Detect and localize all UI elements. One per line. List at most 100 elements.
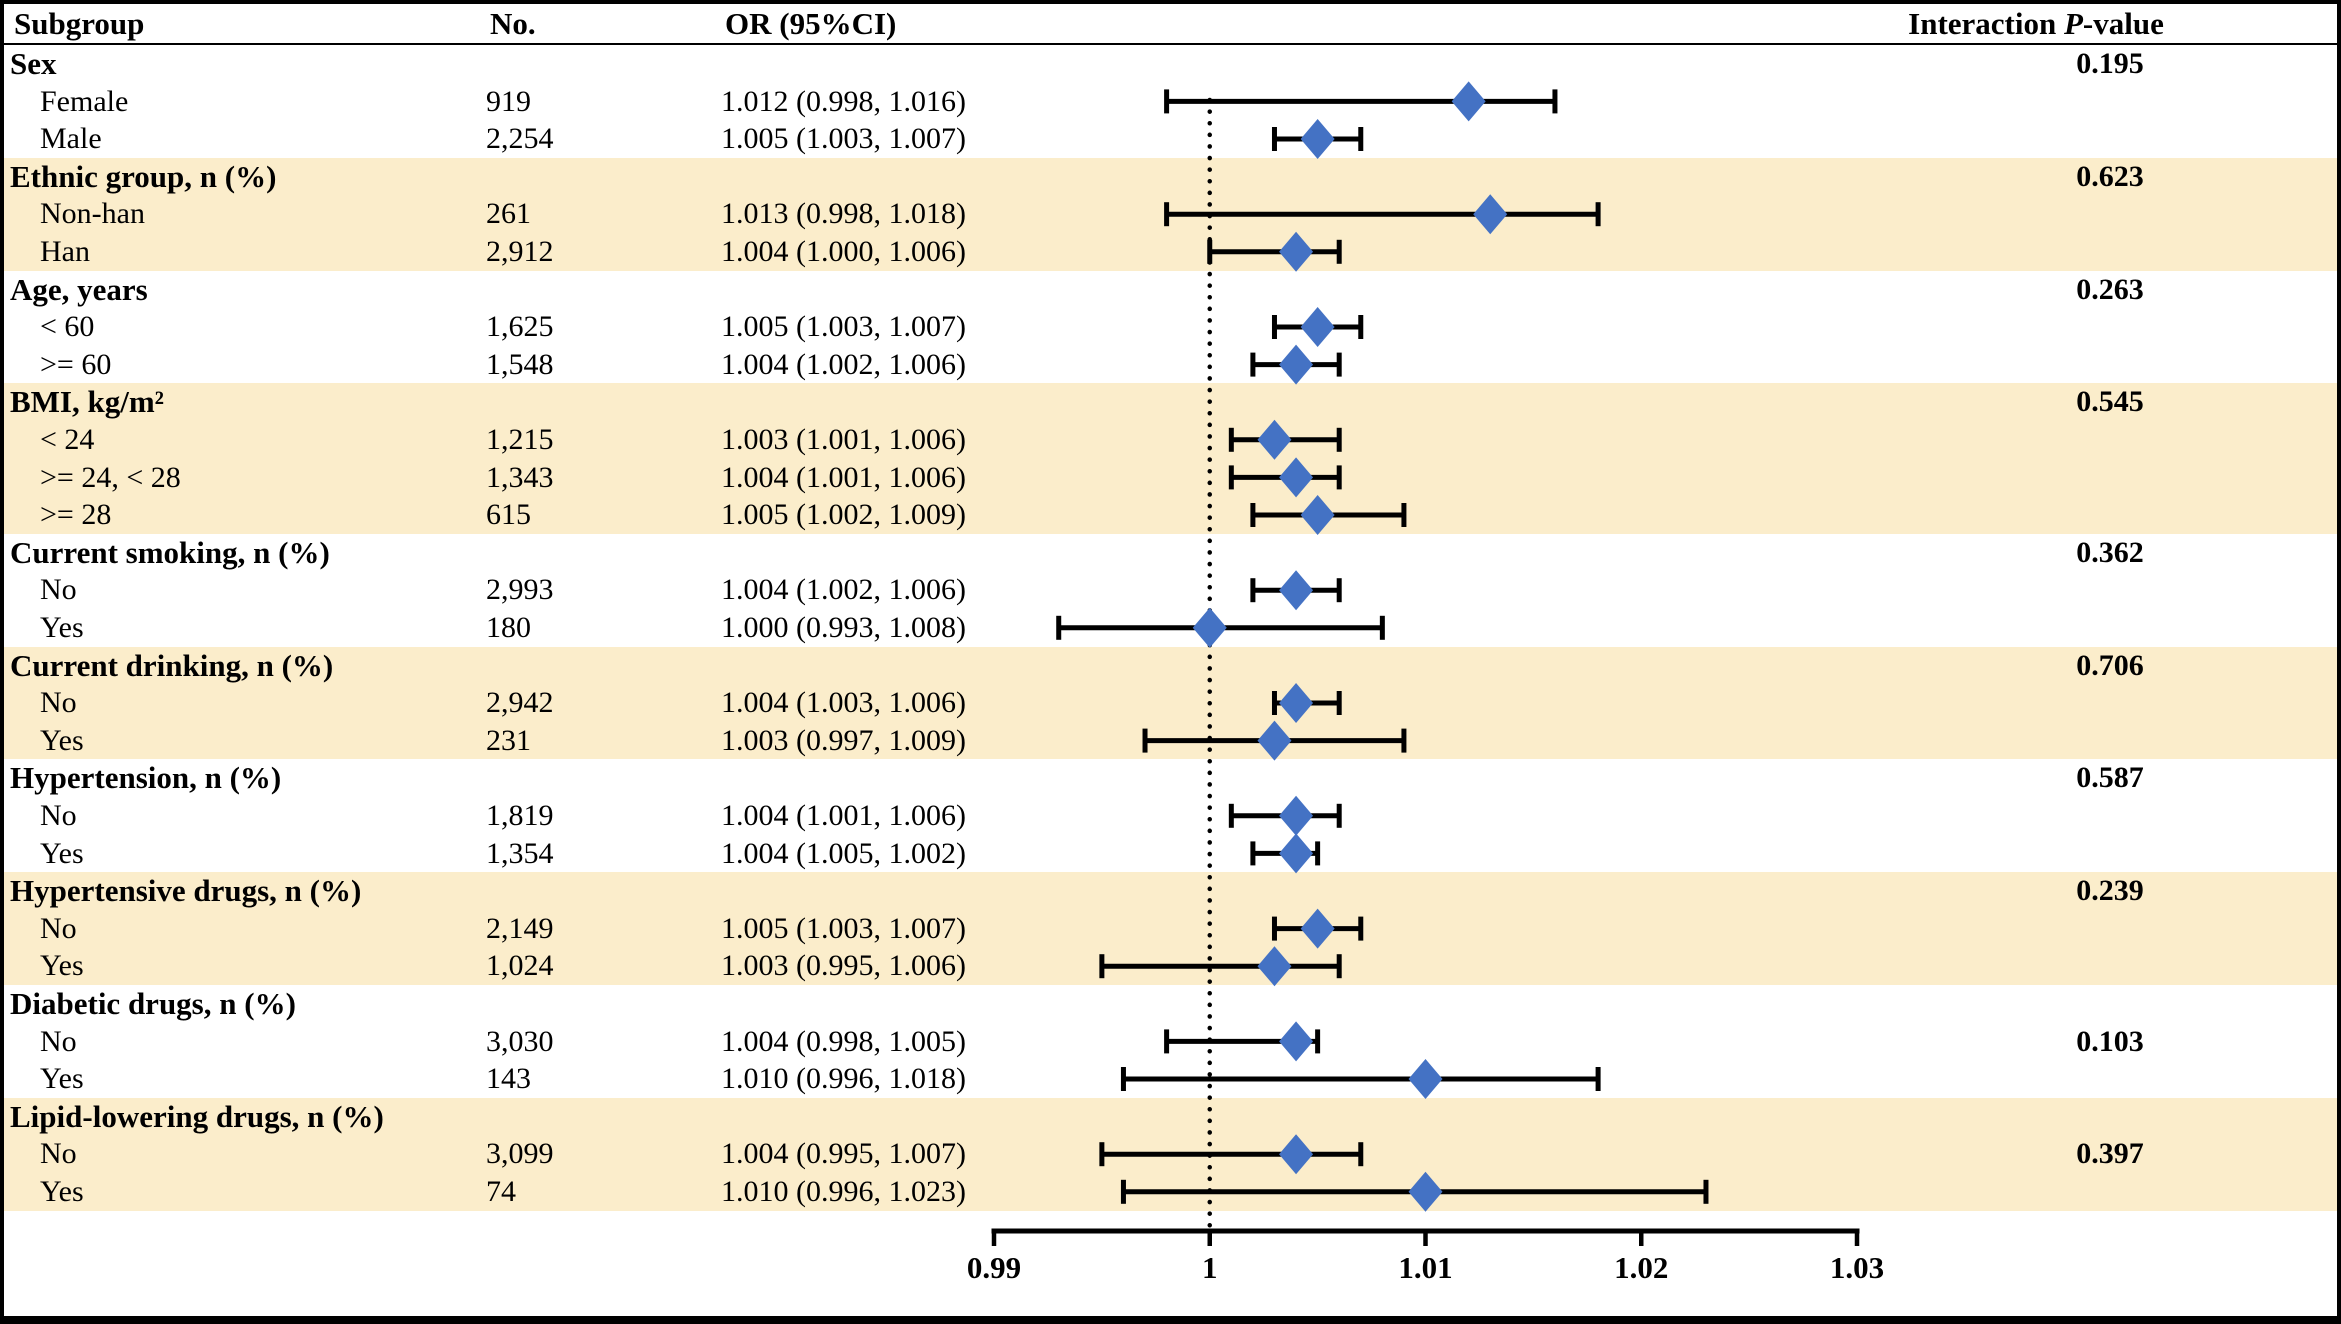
row-or-ci: 1.004 (1.001, 1.006) [721,799,966,832]
row-or-ci: 1.005 (1.003, 1.007) [721,911,966,945]
diamond-marker [1279,344,1314,385]
row-n: 231 [486,723,531,757]
row-n: 2,912 [486,235,554,268]
row-or-ci: 1.004 (0.998, 1.005) [721,1024,966,1058]
diamond-marker [1279,1021,1314,1062]
section-label: BMI, kg/m² [10,384,164,420]
row-or-ci: 1.003 (0.995, 1.006) [721,949,966,983]
row-n: 1,354 [486,836,554,870]
interaction-label-p-italic: P [2063,6,2083,41]
row-n: 615 [486,498,531,532]
row-label: Yes [40,836,84,870]
row-n: 2,254 [486,122,554,156]
p-value: 0.195 [2076,47,2144,80]
p-value: 0.239 [2076,874,2144,908]
row-or-ci: 1.004 (0.995, 1.007) [721,1137,966,1171]
row-n: 1,024 [486,949,554,983]
row-label: < 24 [40,423,95,456]
row-n: 2,149 [486,911,554,945]
p-value: 0.263 [2076,272,2144,306]
p-value: 0.587 [2076,761,2144,795]
row-label: >= 60 [40,347,112,381]
row-n: 180 [486,611,531,644]
row-label: Yes [40,1175,84,1208]
row-label: Yes [40,1062,84,1096]
row-label: < 60 [40,310,95,344]
section-label: Ethnic group, n (%) [10,158,277,194]
col-header-interaction-p: Interaction P-value [1731,4,2341,43]
row-n: 1,625 [486,310,554,344]
row-label: Yes [40,723,84,757]
col-header-or-ci: OR (95%CI) [725,6,897,41]
row-or-ci: 1.000 (0.993, 1.008) [721,611,966,644]
row-label: No [40,573,77,607]
diamond-marker [1279,795,1314,836]
section-background [4,383,2337,534]
p-value: 0.623 [2076,159,2144,193]
row-n: 1,215 [486,423,554,456]
diamond-marker [1192,607,1227,648]
row-or-ci: 1.003 (1.001, 1.006) [721,423,966,456]
row-label: No [40,911,77,945]
section-label: Diabetic drugs, n (%) [10,986,296,1021]
axis-tick-label: 0.99 [966,1250,1022,1285]
row-n: 919 [486,84,531,118]
row-label: No [40,1024,77,1058]
col-header-subgroup: Subgroup [14,6,145,41]
p-value: 0.545 [2076,385,2144,419]
row-or-ci: 1.004 (1.000, 1.006) [721,235,966,268]
col-header-no: No. [490,6,536,41]
diamond-marker [1408,1059,1443,1099]
diamond-marker [1279,570,1314,611]
row-label: Yes [40,611,84,644]
section-label: Sex [10,46,57,81]
row-or-ci: 1.012 (0.998, 1.016) [721,84,966,118]
section-label: Hypertension, n (%) [10,760,282,796]
row-n: 2,993 [486,573,554,607]
row-or-ci: 1.003 (0.997, 1.009) [721,723,966,757]
row-or-ci: 1.004 (1.001, 1.006) [721,460,966,494]
row-label: Non-han [40,197,145,231]
row-or-ci: 1.010 (0.996, 1.018) [721,1062,966,1096]
row-label: Han [40,235,90,268]
row-label: Male [40,122,102,156]
interaction-label-prefix: Interaction [1908,6,2064,41]
axis-tick-label: 1.03 [1829,1250,1885,1285]
row-n: 261 [486,197,531,231]
row-or-ci: 1.004 (1.002, 1.006) [721,573,966,607]
row-label: Yes [40,949,84,983]
row-n: 1,548 [486,347,554,381]
p-value: 0.397 [2076,1137,2144,1171]
row-label: No [40,799,77,832]
table-header: Subgroup No. OR (95%CI) Interaction P-va… [4,4,2337,45]
row-label: Female [40,84,129,118]
row-or-ci: 1.004 (1.003, 1.006) [721,686,966,720]
row-or-ci: 1.005 (1.003, 1.007) [721,122,966,156]
diamond-marker [1451,81,1486,122]
row-label: >= 28 [40,498,112,532]
row-or-ci: 1.004 (1.002, 1.006) [721,347,966,381]
row-n: 143 [486,1062,531,1096]
row-n: 2,942 [486,686,554,720]
row-n: 3,099 [486,1137,554,1171]
p-value: 0.706 [2076,648,2144,682]
p-value: 0.103 [2076,1024,2144,1058]
axis-tick-label: 1 [1202,1250,1218,1285]
diamond-marker [1300,307,1335,347]
axis-tick-label: 1.01 [1398,1250,1453,1285]
section-label: Age, years [10,271,148,307]
row-n: 1,343 [486,460,554,494]
row-or-ci: 1.013 (0.998, 1.018) [721,197,966,231]
row-n: 74 [486,1175,516,1208]
section-label: Hypertensive drugs, n (%) [10,873,362,909]
section-label: Current smoking, n (%) [10,534,330,570]
axis-tick-label: 1.02 [1614,1250,1669,1285]
diamond-marker [1300,119,1335,159]
row-label: No [40,1137,77,1171]
row-label: No [40,686,77,720]
row-or-ci: 1.010 (0.996, 1.023) [721,1175,966,1208]
diamond-marker [1279,833,1314,874]
interaction-label-suffix: -value [2082,6,2164,41]
section-label: Lipid-lowering drugs, n (%) [10,1098,384,1134]
